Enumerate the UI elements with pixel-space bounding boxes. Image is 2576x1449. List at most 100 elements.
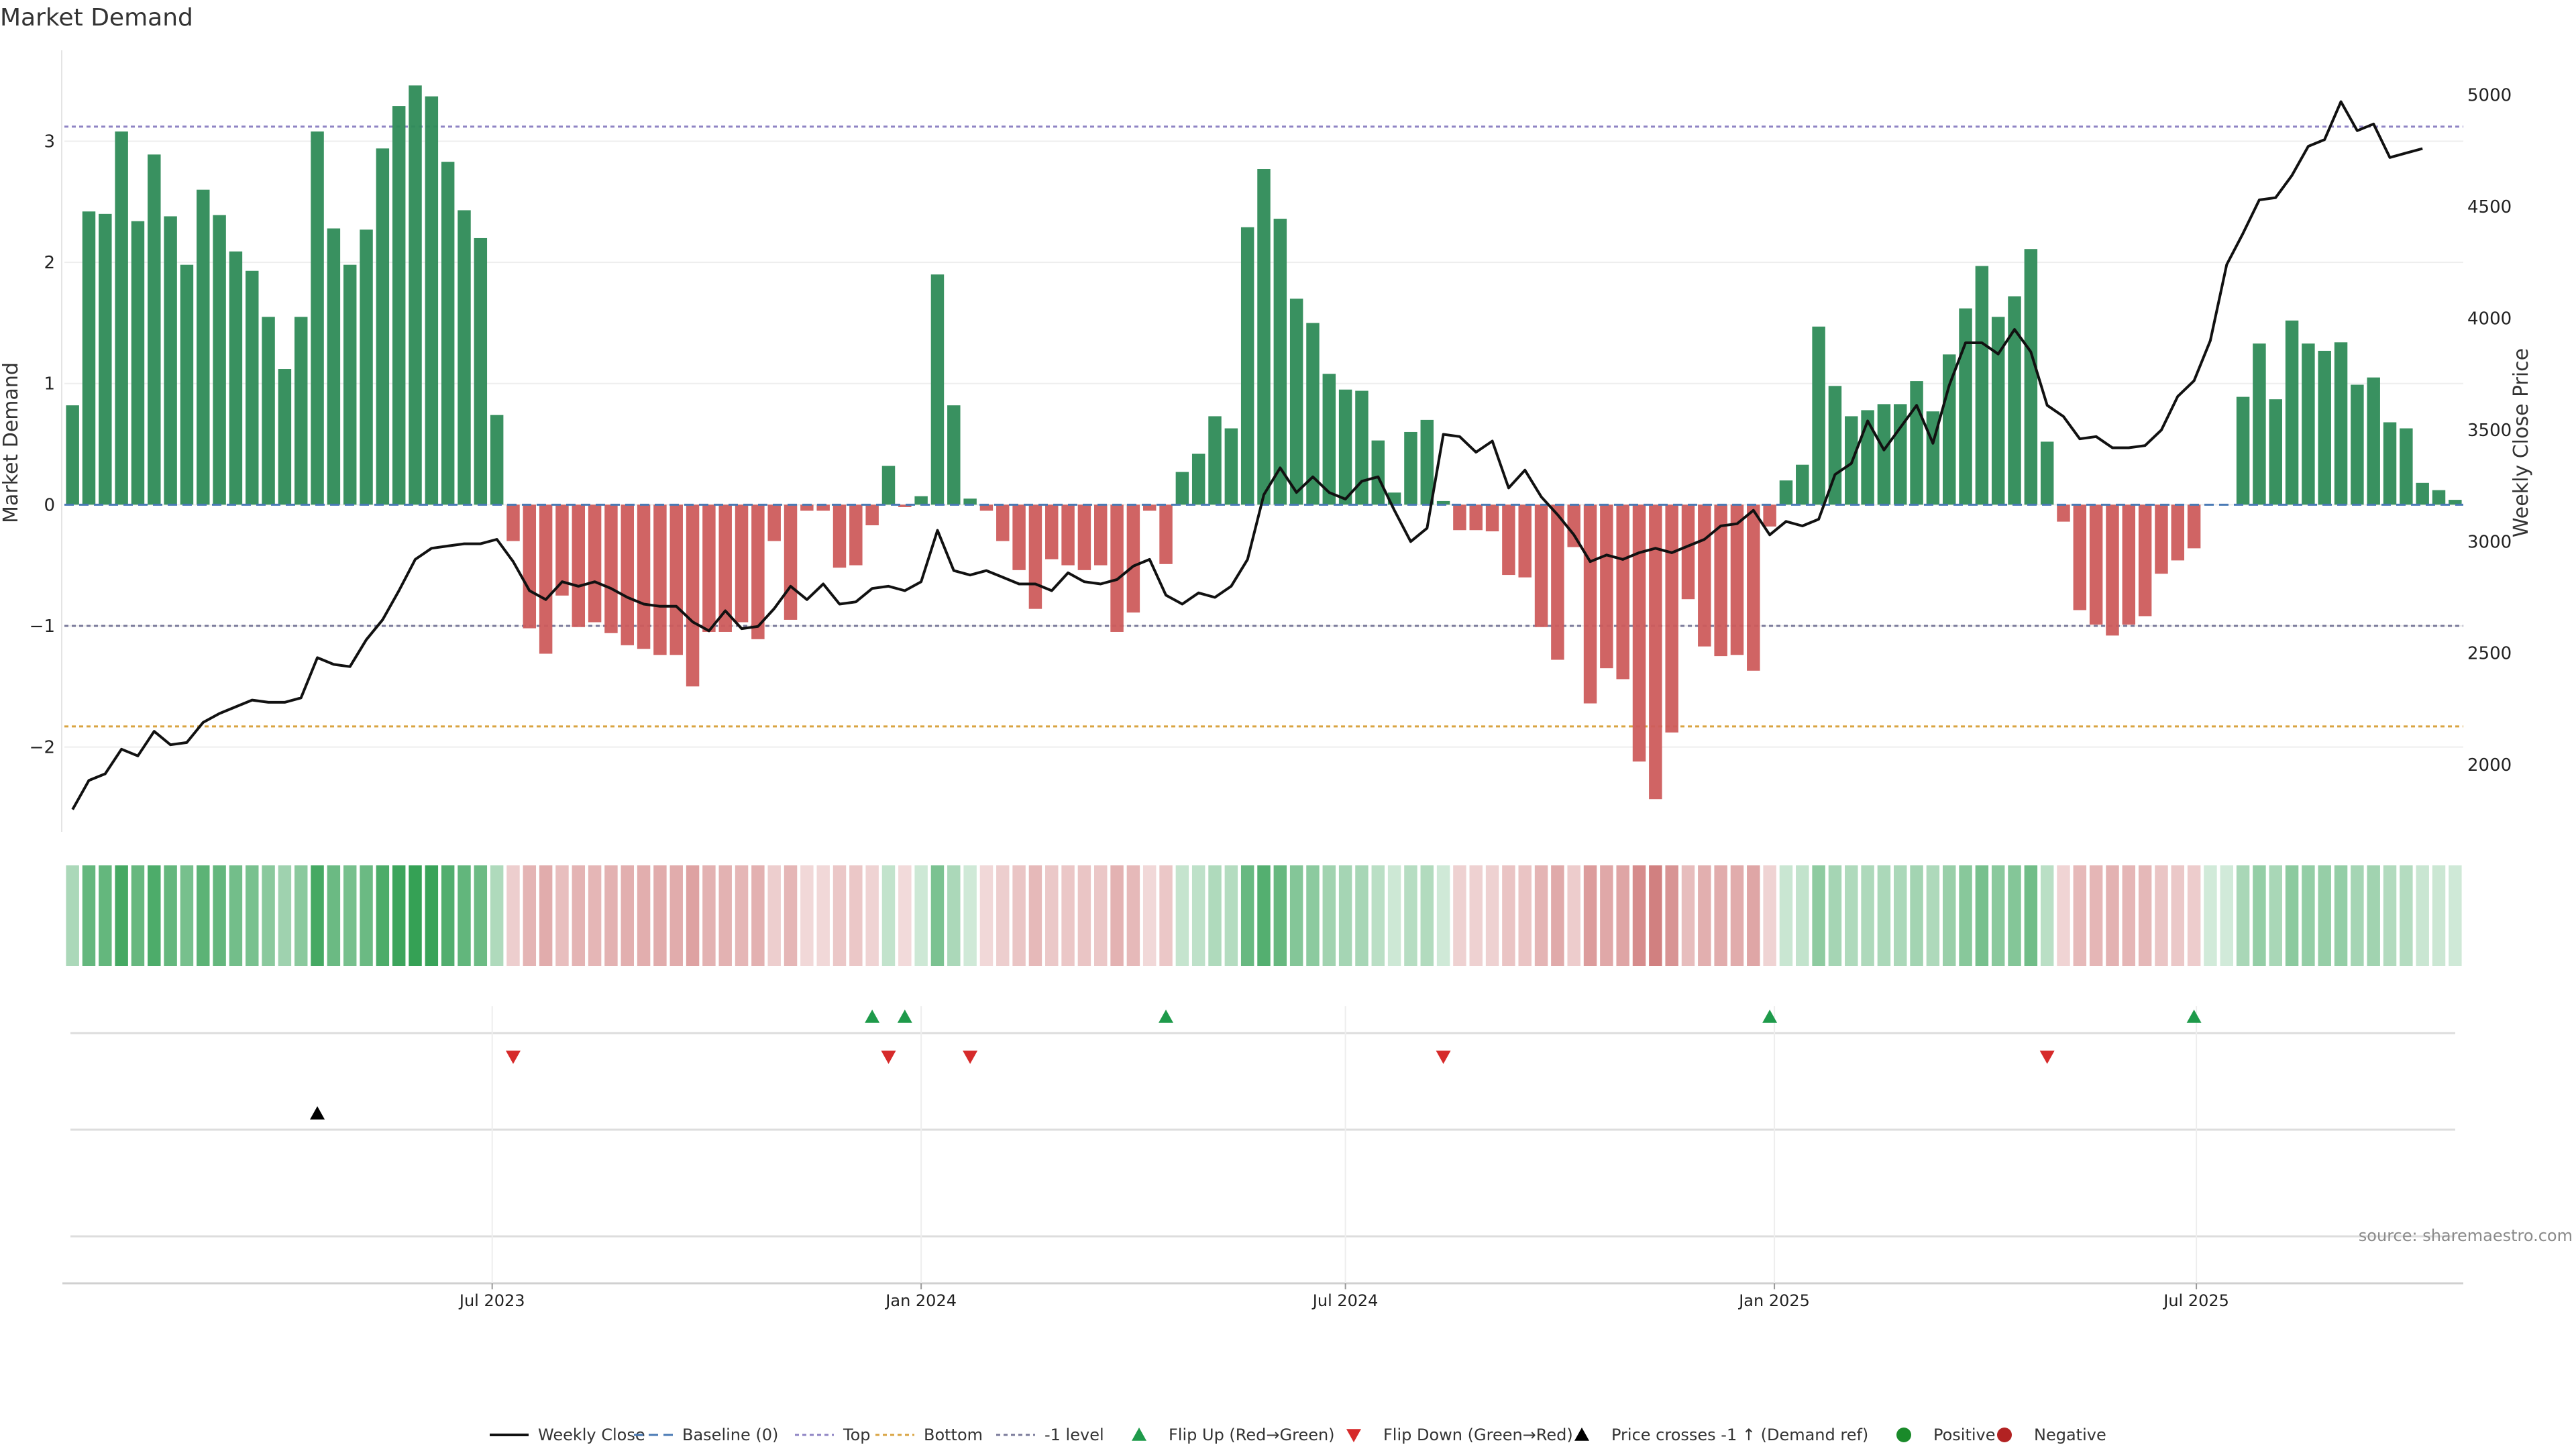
strip-cell: [1110, 865, 1124, 966]
demand-bar: [833, 504, 847, 568]
strip-cell: [702, 865, 716, 966]
demand-bar: [213, 215, 226, 505]
demand-bar: [1502, 504, 1515, 576]
demand-bar: [1273, 219, 1287, 505]
demand-bar: [1796, 464, 1809, 505]
strip-cell: [2285, 865, 2299, 966]
strip-cell: [2138, 865, 2152, 966]
legend-label-positive: Positive: [1933, 1426, 1996, 1444]
strip-cell: [2318, 865, 2331, 966]
price-cross-marker: [310, 1106, 325, 1120]
strip-cell: [2367, 865, 2380, 966]
strip-cell: [115, 865, 128, 966]
left-tick-label: 1: [44, 374, 55, 394]
demand-bar: [865, 504, 879, 526]
strip-cell: [2008, 865, 2021, 966]
demand-bar: [1224, 428, 1238, 505]
demand-bar: [1665, 504, 1678, 733]
legend-label-flip-down: Flip Down (Green→Red): [1383, 1426, 1573, 1444]
strip-cell: [1159, 865, 1173, 966]
strip-cell: [849, 865, 863, 966]
strip-cell: [1649, 865, 1662, 966]
demand-bar: [1975, 266, 1989, 505]
strip-cell: [1273, 865, 1287, 966]
strip-cell: [2449, 865, 2462, 966]
demand-bar: [1747, 504, 1760, 671]
flip-down-marker: [2039, 1051, 2055, 1064]
demand-bar: [66, 405, 79, 505]
legend-swatch-price-cross: [1574, 1428, 1589, 1441]
strip-cell: [1355, 865, 1368, 966]
strip-cell: [963, 865, 977, 966]
demand-bar: [1453, 504, 1466, 531]
flip-up-marker: [1159, 1010, 1174, 1023]
demand-bar: [1191, 453, 1205, 505]
demand-bar: [1094, 504, 1108, 566]
strip-cell: [1747, 865, 1760, 966]
strip-cell: [441, 865, 455, 966]
demand-bar: [2138, 504, 2152, 616]
x-tick-label: Jul 2023: [458, 1291, 525, 1310]
strip-cell: [262, 865, 275, 966]
strip-cell: [2073, 865, 2087, 966]
demand-bar: [2416, 482, 2429, 505]
strip-cell: [311, 865, 324, 966]
strip-cell: [2122, 865, 2136, 966]
strip-cell: [523, 865, 537, 966]
demand-bar: [506, 504, 520, 541]
demand-bar: [2334, 342, 2348, 505]
strip-cell: [246, 865, 259, 966]
signal-lanes: [62, 1006, 2463, 1285]
demand-bar: [1600, 504, 1613, 669]
demand-bar: [2057, 504, 2070, 522]
strip-cell: [1094, 865, 1108, 966]
legend-label-flip-up: Flip Up (Red→Green): [1169, 1426, 1335, 1444]
x-axis: Jul 2023 Jan 2024 Jul 2024 Jan 2025 Jul 2025: [458, 1283, 2229, 1310]
demand-bar: [164, 216, 177, 505]
flip-down-marker: [1436, 1051, 1451, 1064]
strip-cell: [669, 865, 683, 966]
demand-bar: [914, 496, 928, 505]
demand-bar: [1338, 389, 1352, 505]
demand-bar: [1910, 381, 1923, 505]
demand-bar: [278, 369, 292, 505]
demand-bar: [82, 211, 96, 505]
left-tick-label: 2: [44, 253, 55, 273]
demand-bar: [2367, 377, 2380, 505]
demand-bar: [2171, 504, 2185, 561]
demand-bar: [1714, 504, 1727, 657]
strip-cell: [637, 865, 651, 966]
demand-bar: [1126, 504, 1140, 613]
legend: Weekly Close Baseline (0) Top Bottom -1 leve…: [490, 1426, 2106, 1444]
right-tick-label: 5000: [2467, 86, 2512, 106]
demand-bar: [588, 504, 602, 623]
demand-bar: [2400, 428, 2413, 505]
demand-bar: [784, 504, 798, 620]
strip-cell: [1534, 865, 1548, 966]
strip-cell: [2106, 865, 2119, 966]
flip-down-marker: [963, 1051, 978, 1064]
strip-cell: [751, 865, 765, 966]
demand-bar: [1959, 308, 1972, 505]
strip-cell: [2057, 865, 2070, 966]
strip-cell: [131, 865, 145, 966]
strip-cell: [735, 865, 749, 966]
strip-cell: [539, 865, 553, 966]
demand-bar: [963, 498, 977, 505]
demand-bar: [327, 228, 341, 505]
strip-cell: [1845, 865, 1858, 966]
strip-cell: [360, 865, 373, 966]
demand-bar: [1991, 317, 2005, 505]
demand-bar: [1436, 500, 1450, 505]
strip-cell: [1502, 865, 1515, 966]
strip-cell: [2024, 865, 2038, 966]
x-tick-label: Jul 2024: [1311, 1291, 1379, 1310]
strip-cell: [996, 865, 1010, 966]
flip-down-marker: [881, 1051, 896, 1064]
signal-markers: [310, 1010, 2202, 1120]
strip-cell: [1894, 865, 1907, 966]
demand-bar: [621, 504, 634, 645]
strip-cell: [1779, 865, 1793, 966]
strip-cell: [1077, 865, 1091, 966]
demand-bar: [2040, 441, 2054, 505]
